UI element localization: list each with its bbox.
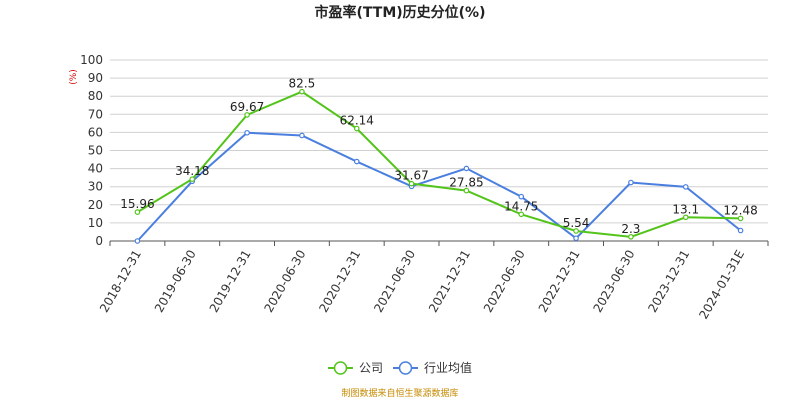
legend-label: 公司 <box>359 361 383 375</box>
company-point <box>134 209 141 215</box>
legend-marker <box>333 361 348 375</box>
y-tick-label: 20 <box>88 198 103 212</box>
x-tick-label: 2022-06-30 <box>481 248 528 315</box>
legend-label: 行业均值 <box>424 360 472 375</box>
data-label: 34.18 <box>175 164 209 178</box>
y-tick-label: 50 <box>88 144 103 158</box>
y-tick-label: 60 <box>88 125 103 139</box>
data-label: 15.96 <box>120 197 154 211</box>
industry-point <box>244 129 250 136</box>
company-point <box>463 187 470 194</box>
data-label: 69.67 <box>230 100 264 114</box>
x-tick-label: 2021-12-31 <box>426 247 473 314</box>
x-tick-label: 2018-12-31 <box>97 248 144 315</box>
company-point <box>299 88 305 95</box>
x-tick-label: 2021-06-30 <box>371 248 418 315</box>
chart-title: 市盈率(TTM)历史分位(%) <box>315 4 486 21</box>
legend-item-industry[interactable]: 行业均值 <box>393 360 472 375</box>
data-label: 27.85 <box>449 176 483 190</box>
data-label: 82.5 <box>289 77 316 91</box>
industry-line <box>136 131 742 242</box>
company-point <box>737 215 744 222</box>
data-label: 14.75 <box>504 199 538 213</box>
data-label: 5.54 <box>563 216 590 230</box>
data-label: 62.14 <box>340 114 374 128</box>
x-tick-label: 2020-06-30 <box>262 248 309 315</box>
legend-item-company[interactable]: 公司 <box>328 361 383 375</box>
legend[interactable]: 公司 行业均值 <box>328 360 472 375</box>
industry-point <box>299 132 305 139</box>
industry-point <box>737 227 744 234</box>
axes: 0 10 20 30 40 50 60 70 80 90 100 2018-12-31 2019-06-… <box>80 53 769 322</box>
company-point <box>518 211 525 218</box>
x-tick-label: 2022-12-31 <box>536 248 583 315</box>
x-tick-label: 2023-12-31 <box>645 248 692 315</box>
y-tick-label: 100 <box>80 53 103 67</box>
source-note: 制图数据来自恒生聚源数据库 <box>341 387 458 399</box>
y-tick-label: 30 <box>88 180 103 194</box>
company-point <box>682 214 689 221</box>
company-point <box>353 125 360 132</box>
y-tick-label: 40 <box>88 162 103 176</box>
data-labels: 15.96 34.18 69.67 82.5 62.14 31.67 27.85 14.75 5… <box>120 77 758 236</box>
legend-marker <box>398 361 413 375</box>
x-tick-label: 2019-12-31 <box>207 247 254 314</box>
company-line <box>136 90 741 238</box>
industry-point <box>463 165 470 172</box>
y-axis-unit: (%) <box>69 69 79 85</box>
y-tick-label: 80 <box>88 89 103 103</box>
y-tick-label: 70 <box>88 107 103 121</box>
industry-point <box>518 193 525 200</box>
industry-point <box>134 238 141 244</box>
data-label: 2.3 <box>621 222 640 236</box>
data-label: 31.67 <box>394 169 428 183</box>
x-tick-label: 2019-06-30 <box>152 248 199 315</box>
industry-point <box>573 235 579 242</box>
grid <box>110 59 768 242</box>
x-tick-label: 2020-12-31 <box>316 248 363 315</box>
series <box>134 88 744 244</box>
data-label: 12.48 <box>723 203 757 217</box>
y-tick-label: 10 <box>88 216 103 230</box>
company-point <box>628 234 634 240</box>
y-tick-label: 0 <box>95 234 103 248</box>
industry-point <box>628 179 634 186</box>
company-point <box>408 180 415 187</box>
y-tick-label: 90 <box>88 71 103 85</box>
industry-point <box>682 184 689 190</box>
data-label: 13.1 <box>672 202 699 216</box>
industry-point <box>353 158 360 165</box>
company-point <box>573 228 579 234</box>
company-point <box>189 176 196 182</box>
x-tick-label: 2023-06-30 <box>591 248 638 315</box>
x-tick-label: 2024-01-31E <box>696 248 747 322</box>
company-point <box>244 112 250 118</box>
